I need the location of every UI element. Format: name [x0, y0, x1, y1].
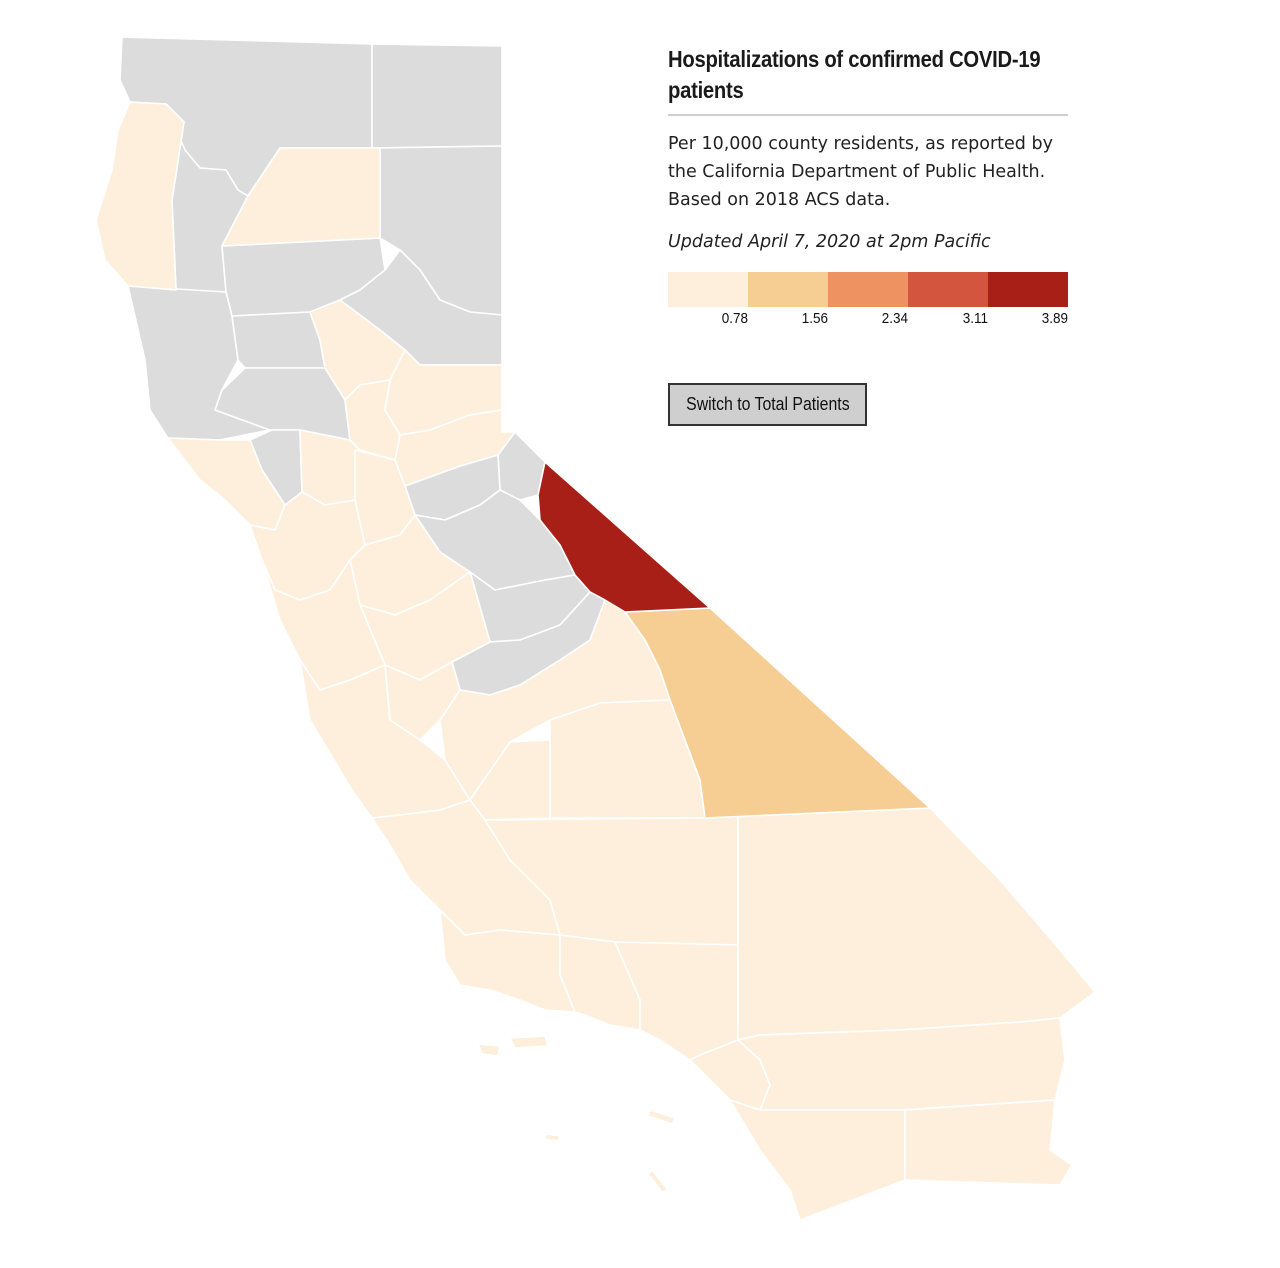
higher-bin-counties: [537, 461, 931, 819]
map-info-panel: Hospitalizations of confirmed COVID-19 p…: [668, 44, 1068, 329]
color-scale-legend: 0.78 1.56 2.34 3.11 3.89: [668, 272, 1068, 329]
county-riverside[interactable]: [737, 1017, 1066, 1111]
toggle-button-label: Switch to Total Patients: [685, 394, 850, 414]
county-santa-cruz-santa-clara[interactable]: [261, 559, 386, 691]
county-santa-barbara[interactable]: [439, 909, 576, 1013]
legend-swatch-5: [988, 272, 1068, 307]
color-scale-bar: [668, 272, 1068, 307]
county-san-diego[interactable]: [729, 1099, 906, 1221]
county-sutter-yuba[interactable]: [344, 379, 401, 461]
legend-label-5: 3.89: [1041, 310, 1068, 327]
legend-swatch-2: [748, 272, 828, 307]
county-inyo[interactable]: [624, 607, 931, 819]
county-modoc[interactable]: [371, 43, 503, 149]
map-subtitle: Per 10,000 county residents, as reported…: [668, 134, 1053, 210]
map-title: Hospitalizations of confirmed COVID-19 p…: [668, 46, 1041, 103]
updated-timestamp: Updated April 7, 2020 at 2pm Pacific: [668, 232, 991, 252]
island-catalina: [647, 1109, 676, 1125]
legend-label-1: 0.78: [721, 310, 748, 327]
legend-swatch-4: [908, 272, 988, 307]
island-san-clemente: [647, 1169, 669, 1193]
island-san-nicolas: [544, 1133, 561, 1142]
county-imperial[interactable]: [904, 1099, 1073, 1186]
county-shasta[interactable]: [221, 147, 381, 247]
legend-label-4: 3.11: [962, 310, 988, 327]
legend-swatch-3: [828, 272, 908, 307]
county-san-bernardino[interactable]: [737, 807, 1096, 1041]
legend-label-3: 2.34: [881, 310, 908, 327]
lowest-bin-counties: [95, 101, 1096, 1221]
county-mono[interactable]: [537, 461, 711, 613]
legend-label-2: 1.56: [801, 310, 828, 327]
color-scale-labels: 0.78 1.56 2.34 3.11 3.89: [668, 307, 1068, 329]
switch-to-total-patients-button[interactable]: Switch to Total Patients: [668, 383, 867, 426]
county-glenn[interactable]: [231, 311, 326, 369]
legend-swatch-1: [668, 272, 748, 307]
county-del-norte[interactable]: [95, 101, 185, 291]
island-santa-rosa: [477, 1043, 501, 1057]
title-divider: [668, 114, 1068, 116]
island-santa-cruz: [509, 1035, 549, 1049]
